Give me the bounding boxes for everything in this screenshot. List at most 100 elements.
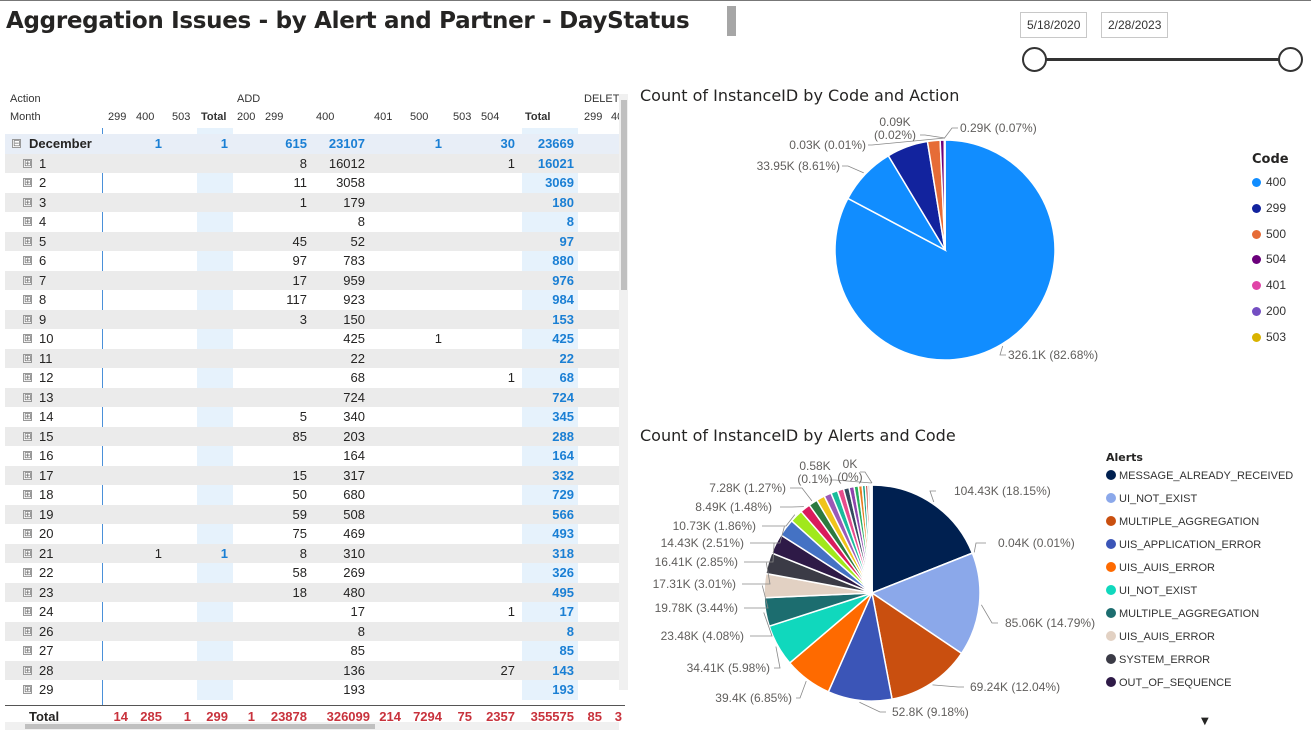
legend-item[interactable]: UIS_AUIS_ERROR [1106, 562, 1215, 574]
date-slider-start-handle[interactable] [1022, 47, 1047, 72]
table-row[interactable]: ⊞ 8 117 923 984 [5, 290, 619, 310]
legend-item[interactable]: 299 [1252, 201, 1286, 215]
table-row[interactable]: ⊞ 5 45 52 97 [5, 231, 619, 251]
cell [197, 310, 228, 330]
table-row[interactable]: ⊞ 1 8 16012 1 16021 [5, 153, 619, 173]
table-row[interactable]: ⊞ 13 724 724 [5, 387, 619, 407]
legend-item[interactable]: 503 [1252, 330, 1286, 344]
end-date-input[interactable]: 2/28/2023 [1101, 12, 1169, 38]
table-row[interactable]: ⊞ 26 8 8 [5, 621, 619, 641]
legend-item[interactable]: 200 [1252, 304, 1286, 318]
legend-item[interactable]: SYSTEM_ERROR [1106, 654, 1210, 666]
expand-icon[interactable]: ⊞ [23, 586, 32, 597]
expand-icon[interactable]: ⊞ [23, 664, 32, 675]
table-row[interactable]: ⊞ 20 75 469 493 [5, 524, 619, 544]
legend-item[interactable]: 500 [1252, 227, 1286, 241]
table-row[interactable]: ⊞ 6 97 783 880 [5, 251, 619, 271]
expand-icon[interactable]: ⊞ [23, 528, 32, 538]
legend-label: 503 [1266, 329, 1287, 344]
leader-line [944, 127, 958, 139]
legend-item[interactable]: UIS_APPLICATION_ERROR [1106, 539, 1261, 551]
expand-icon[interactable]: ⊞ [23, 489, 32, 499]
table-row-month[interactable]: ⊟ December 1 1 615 23107 1 30 23669 [5, 134, 619, 154]
vertical-scrollbar[interactable] [619, 94, 628, 690]
expand-icon[interactable]: ⊞ [23, 645, 32, 655]
legend-item[interactable]: 504 [1252, 252, 1286, 266]
legend-item[interactable]: 401 [1252, 278, 1286, 292]
cell: 724 [552, 389, 574, 405]
expand-icon[interactable]: ⊞ [23, 567, 32, 577]
legend-item[interactable]: MULTIPLE_AGGREGATION [1106, 516, 1259, 528]
drag-handle-icon[interactable] [727, 6, 736, 36]
leader-line [860, 471, 873, 484]
cell [405, 485, 442, 505]
pie-slice[interactable] [871, 484, 974, 595]
legend-item[interactable]: UI_NOT_EXIST [1106, 585, 1197, 597]
table-row[interactable]: ⊞ 17 15 317 332 [5, 465, 619, 485]
table-row[interactable]: ⊞ 16 164 164 [5, 446, 619, 466]
expand-icon[interactable]: ⊞ [23, 333, 32, 343]
expand-icon[interactable]: ⊞ [23, 235, 32, 246]
pie-slice[interactable] [870, 552, 981, 655]
expand-icon[interactable]: ⊞ [23, 352, 32, 363]
legend-item[interactable]: UIS_AUIS_ERROR [1106, 631, 1215, 643]
legend-item[interactable]: 400 [1252, 175, 1286, 189]
table-row[interactable]: ⊞ 4 8 8 [5, 212, 619, 232]
table-row[interactable]: ⊞ 24 17 1 17 [5, 602, 619, 622]
start-date-input[interactable]: 5/18/2020 [1020, 12, 1088, 38]
table-row[interactable]: ⊞ 19 59 508 566 [5, 504, 619, 524]
expand-icon[interactable]: ⊞ [23, 216, 32, 226]
expand-icon[interactable]: ⊞ [23, 313, 32, 324]
collapse-icon[interactable]: ⊟ [12, 138, 21, 148]
table-row[interactable]: ⊞ 23 18 480 495 [5, 582, 619, 602]
table-row[interactable]: ⊞ 2 11 3058 3069 [5, 173, 619, 193]
table-row[interactable]: ⊞ 21 1 1 8 310 318 [5, 543, 619, 564]
table-row[interactable]: ⊞ 18 50 680 729 [5, 485, 619, 505]
table-row[interactable]: ⊞ 7 17 959 976 [5, 270, 619, 290]
table-row[interactable]: ⊞ 15 85 203 288 [5, 426, 619, 446]
expand-icon[interactable]: ⊞ [23, 274, 32, 285]
date-slider-track[interactable] [1035, 58, 1291, 61]
horizontal-scroll-thumb[interactable] [25, 724, 375, 729]
expand-icon[interactable]: ⊞ [23, 430, 32, 441]
table-row[interactable]: ⊞ 22 58 269 326 [5, 563, 619, 583]
vertical-scroll-thumb[interactable] [621, 100, 627, 290]
table-row[interactable]: ⊞ 10 425 1 425 [5, 329, 619, 349]
legend-more-icon[interactable]: ▼ [1201, 716, 1209, 727]
legend-item[interactable]: UI_NOT_EXIST [1106, 493, 1197, 505]
expand-icon[interactable]: ⊞ [23, 625, 32, 636]
expand-icon[interactable]: ⊞ [23, 684, 32, 694]
expand-icon[interactable]: ⊞ [23, 508, 32, 519]
legend-item[interactable]: MULTIPLE_AGGREGATION [1106, 608, 1259, 620]
pie-slice[interactable] [870, 591, 963, 700]
cell [405, 544, 442, 564]
date-slider-end-handle[interactable] [1278, 47, 1303, 72]
cell [475, 193, 515, 213]
expand-icon[interactable]: ⊞ [23, 606, 32, 616]
expand-icon[interactable]: ⊞ [23, 547, 32, 558]
expand-icon[interactable]: ⊞ [23, 294, 32, 304]
expand-icon[interactable]: ⊞ [23, 157, 32, 168]
legend-item[interactable]: MESSAGE_ALREADY_RECEIVED [1106, 470, 1293, 482]
expand-icon[interactable]: ⊞ [23, 196, 32, 207]
matrix-table[interactable]: Action Month ADD DELETE 299 400 503 Tota… [5, 86, 630, 730]
table-row[interactable]: ⊞ 11 22 22 [5, 348, 619, 368]
table-row[interactable]: ⊞ 9 3 150 153 [5, 309, 619, 330]
table-row[interactable]: ⊞ 28 136 27 143 [5, 660, 619, 680]
legend-item[interactable]: OUT_OF_SEQUENCE [1106, 677, 1231, 689]
expand-icon[interactable]: ⊞ [23, 391, 32, 402]
expand-icon[interactable]: ⊞ [23, 372, 32, 382]
table-row[interactable]: ⊞ 27 85 85 [5, 641, 619, 661]
table-row[interactable]: ⊞ 14 5 340 345 [5, 407, 619, 427]
cell: 203 [343, 428, 365, 444]
table-row[interactable]: ⊞ 3 1 179 180 [5, 192, 619, 213]
expand-icon[interactable]: ⊞ [23, 177, 32, 187]
expand-icon[interactable]: ⊞ [23, 450, 32, 460]
table-row[interactable]: ⊞ 12 68 1 68 [5, 368, 619, 388]
chart2-pie[interactable]: 104.43K (18.15%) 0.04K (0.01%) 85.06K (14.… [640, 450, 1110, 730]
table-row[interactable]: ⊞ 29 193 193 [5, 680, 619, 700]
expand-icon[interactable]: ⊞ [23, 411, 32, 421]
expand-icon[interactable]: ⊞ [23, 255, 32, 265]
expand-icon[interactable]: ⊞ [23, 469, 32, 480]
chart1-pie[interactable]: 326.1K (82.68%) 33.95K (8.61%) 0.29K (0.07… [640, 110, 1300, 390]
